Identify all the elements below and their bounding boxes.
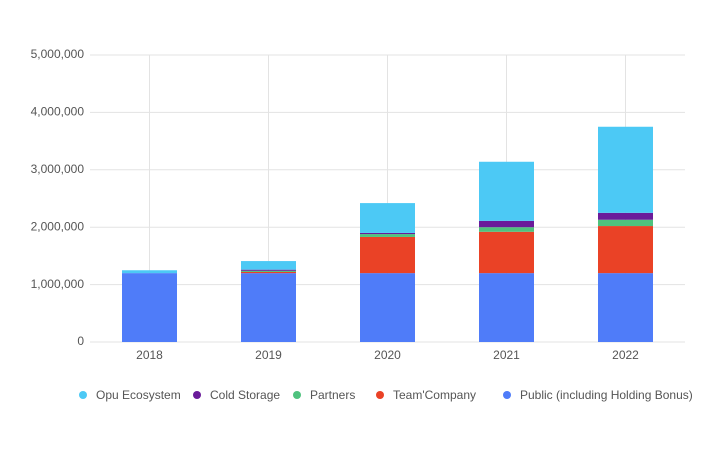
bar-segment — [479, 227, 534, 232]
bar-segment — [241, 269, 296, 271]
bar-segment — [122, 270, 177, 274]
legend-marker — [79, 391, 87, 399]
bar-segment — [598, 219, 653, 227]
x-tick-label: 2019 — [255, 348, 282, 362]
bar-segment — [360, 273, 415, 342]
bar-segment — [122, 273, 177, 342]
bar-segment — [479, 161, 534, 221]
bar-segment — [360, 234, 415, 237]
x-tick-label: 2021 — [493, 348, 520, 362]
y-tick-label: 1,000,000 — [31, 277, 85, 291]
bar-segment — [241, 271, 296, 274]
x-tick-label: 2022 — [612, 348, 639, 362]
bar-segment — [241, 261, 296, 270]
x-tick-label: 2018 — [136, 348, 163, 362]
y-tick-label: 2,000,000 — [31, 219, 85, 233]
legend-label: Team'Company — [393, 388, 476, 402]
bar-segment — [598, 226, 653, 274]
y-tick-label: 0 — [77, 334, 84, 348]
bar-segment — [598, 126, 653, 213]
bar-segment — [241, 270, 296, 272]
bar-segment — [479, 231, 534, 274]
bar-segment — [360, 236, 415, 274]
bar-segment — [479, 273, 534, 342]
bar-segment — [598, 212, 653, 220]
y-tick-label: 5,000,000 — [31, 47, 85, 61]
bar-segment — [241, 273, 296, 342]
legend-marker — [503, 391, 511, 399]
legend-label: Cold Storage — [210, 388, 280, 402]
legend-marker — [293, 391, 301, 399]
legend-marker — [376, 391, 384, 399]
legend-marker — [193, 391, 201, 399]
legend-label: Partners — [310, 388, 355, 402]
bar-segment — [360, 232, 415, 235]
legend-label: Opu Ecosystem — [96, 388, 181, 402]
legend-label: Public (including Holding Bonus) — [520, 388, 693, 402]
y-tick-label: 3,000,000 — [31, 162, 85, 176]
bar-segment — [598, 273, 653, 342]
y-tick-label: 4,000,000 — [31, 105, 85, 119]
x-tick-label: 2020 — [374, 348, 401, 362]
bar-segment — [360, 203, 415, 233]
bar-segment — [479, 220, 534, 228]
